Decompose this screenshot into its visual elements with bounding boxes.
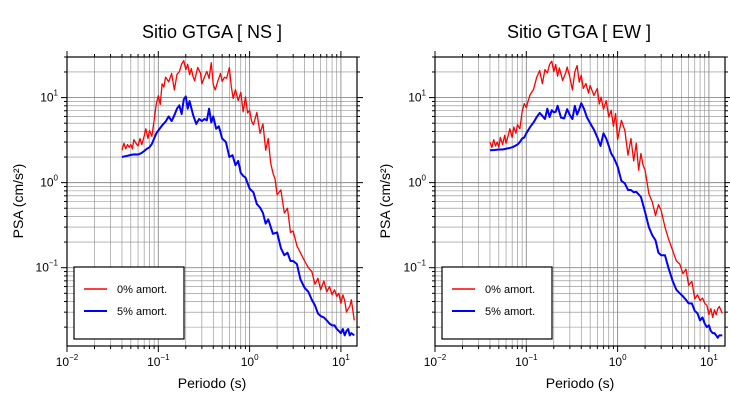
chart-panel-ew: Sitio GTGA [ EW ] 10−2 10−1 100 10110−11001…: [377, 22, 730, 391]
series-line-0pct-amort: [489, 60, 723, 319]
y-axis-label: PSA (cm/s²): [377, 164, 393, 239]
x-tick-label: 10−1: [147, 353, 170, 369]
y-tick-label: 100: [408, 174, 426, 190]
tick-labels: 10−2 10−1 100 101 10−1 100 101: [36, 89, 351, 369]
x-axis-label: Periodo (s): [178, 375, 246, 391]
series-line-5pct-amort: [489, 102, 723, 339]
chart-panel-ns: Sitio GTGA [ NS ] 10−2 10−1 100 10110−11001…: [10, 22, 363, 391]
axis-ticks: [429, 51, 730, 352]
legend: 0% amort. 5% amort.: [441, 266, 553, 340]
x-tick-label: 10−2: [424, 353, 447, 369]
y-tick-label: 10−1: [404, 259, 427, 275]
legend: 0% amort. 5% amort.: [73, 266, 185, 340]
y-axis-label: PSA (cm/s²): [10, 164, 26, 239]
x-tick-label: 10−2: [56, 353, 79, 369]
series-line-0pct-amort: [121, 59, 355, 321]
chart-title: Sitio GTGA [ NS ]: [142, 22, 282, 42]
legend-label: 0% amort.: [485, 284, 535, 296]
axis-ticks: [61, 51, 363, 352]
x-tick-label: 100: [609, 353, 627, 369]
series-group: [489, 60, 723, 339]
y-tick-label: 10−1: [36, 259, 59, 275]
x-tick-label: 100: [241, 353, 259, 369]
legend-box: [441, 266, 553, 340]
y-tick-label: 100: [40, 174, 58, 190]
x-axis-label: Periodo (s): [546, 375, 614, 391]
series-group: [121, 59, 355, 337]
y-tick-label: 101: [408, 89, 426, 105]
legend-box: [73, 266, 185, 340]
legend-label: 5% amort.: [117, 306, 167, 318]
y-tick-label: 101: [40, 89, 58, 105]
x-tick-label: 101: [700, 353, 718, 369]
grid: [66, 56, 357, 346]
tick-labels: 10−2 10−1 100 101 10−1 100 101: [404, 89, 719, 369]
chart-title: Sitio GTGA [ EW ]: [507, 22, 651, 42]
legend-label: 0% amort.: [117, 284, 167, 296]
x-tick-label: 101: [332, 353, 350, 369]
series-line-5pct-amort: [121, 95, 355, 337]
x-tick-label: 10−1: [515, 353, 538, 369]
legend-label: 5% amort.: [485, 306, 535, 318]
